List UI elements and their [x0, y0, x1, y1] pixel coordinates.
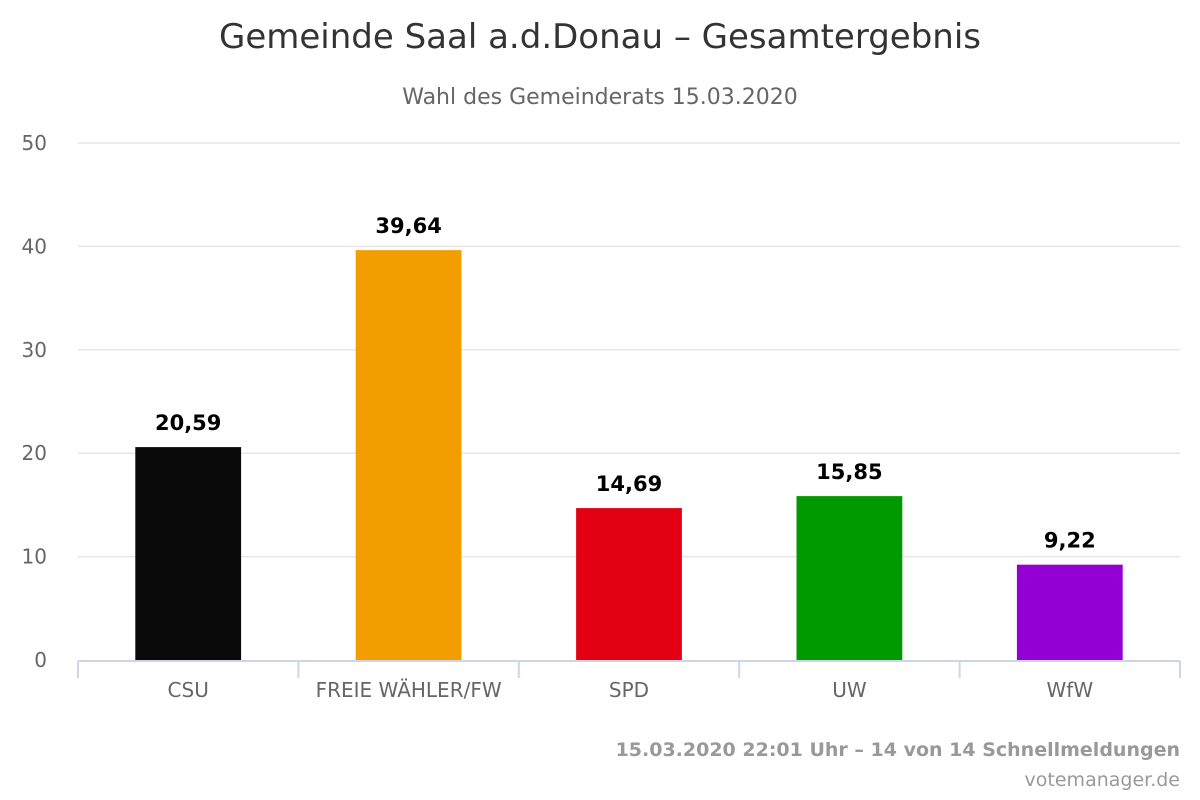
bar — [135, 447, 242, 660]
credits-line-2: votemanager.de — [1025, 769, 1180, 791]
bar — [796, 496, 903, 660]
bar — [576, 508, 682, 660]
x-tick-label: SPD — [609, 678, 649, 702]
chart-title: Gemeinde Saal a.d.Donau – Gesamtergebnis — [219, 17, 981, 57]
y-axis-ticks: 0 10 20 30 40 50 — [22, 131, 47, 672]
data-label: 39,64 — [375, 214, 441, 238]
y-tick-label: 10 — [22, 545, 47, 569]
x-tick-label: CSU — [168, 678, 209, 702]
y-tick-label: 50 — [22, 131, 47, 155]
x-axis — [77, 660, 1181, 678]
data-label: 20,59 — [155, 411, 221, 435]
bars — [135, 250, 1123, 660]
data-labels: 20,59 39,64 14,69 15,85 9,22 — [155, 214, 1096, 553]
x-axis-ticks: CSU FREIE WÄHLER/FW SPD UW WfW — [168, 678, 1094, 702]
x-tick-label: FREIE WÄHLER/FW — [316, 678, 502, 702]
gridlines — [78, 142, 1180, 558]
y-tick-label: 20 — [22, 441, 47, 465]
credits-line-1: 15.03.2020 22:01 Uhr – 14 von 14 Schnell… — [616, 739, 1180, 761]
bar — [355, 250, 462, 660]
y-tick-label: 30 — [22, 338, 47, 362]
x-tick-label: UW — [832, 678, 867, 702]
data-label: 9,22 — [1044, 529, 1096, 553]
data-label: 14,69 — [596, 472, 662, 496]
bar — [1016, 564, 1123, 660]
y-tick-label: 0 — [34, 648, 47, 672]
y-tick-label: 40 — [22, 234, 47, 258]
chart-subtitle: Wahl des Gemeinderats 15.03.2020 — [402, 85, 798, 110]
x-tick-label: WfW — [1047, 678, 1094, 702]
data-label: 15,85 — [816, 460, 882, 484]
